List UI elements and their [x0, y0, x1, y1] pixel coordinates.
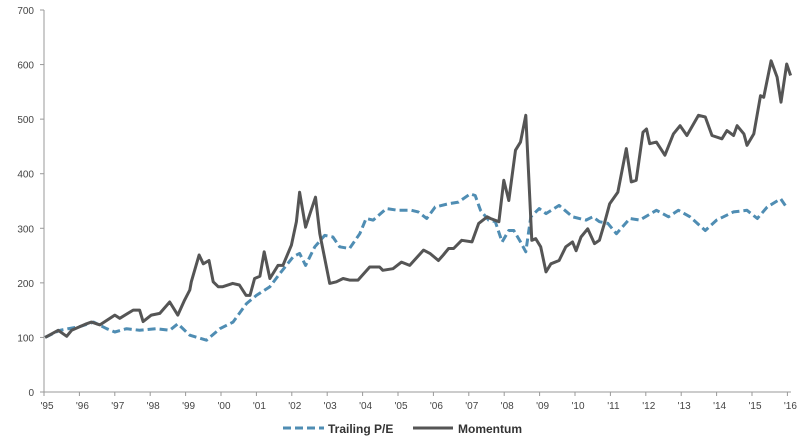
- x-tick-label: '12: [642, 401, 655, 412]
- x-tick-label: '00: [217, 401, 230, 412]
- series-line-trailing-p-e: [44, 192, 789, 342]
- x-tick-label: '97: [111, 401, 124, 412]
- y-tick-label: 500: [17, 115, 34, 126]
- y-tick-label: 0: [28, 388, 34, 399]
- x-tick-label: '15: [748, 401, 761, 412]
- x-tick-label: '06: [430, 401, 443, 412]
- x-tick-label: '13: [678, 401, 691, 412]
- x-tick-label: '95: [40, 401, 53, 412]
- x-tick-label: '09: [536, 401, 549, 412]
- y-tick-label: 300: [17, 224, 34, 235]
- legend-label-momentum: Momentum: [458, 422, 522, 436]
- x-tick-label: '16: [784, 401, 797, 412]
- x-tick-label: '99: [182, 401, 195, 412]
- x-tick-label: '05: [394, 401, 407, 412]
- legend: Trailing P/E Momentum: [283, 422, 522, 436]
- x-tick-label: '03: [324, 401, 337, 412]
- y-tick-label: 700: [17, 6, 34, 17]
- y-axis: 0 100 200 300 400 500 600 700: [17, 6, 45, 399]
- x-tick-label: '96: [76, 401, 89, 412]
- x-tick-label: '02: [288, 401, 301, 412]
- y-tick-label: 600: [17, 61, 34, 72]
- y-tick-label: 400: [17, 170, 34, 181]
- x-tick-label: '14: [713, 401, 726, 412]
- x-tick-label: '08: [501, 401, 514, 412]
- y-tick-label: 200: [17, 279, 34, 290]
- x-tick-label: '04: [359, 401, 372, 412]
- x-tick-label: '01: [253, 401, 266, 412]
- x-tick-label: '07: [465, 401, 478, 412]
- series-line-momentum: [44, 59, 793, 339]
- x-axis: '95 '96 '97 '98 '99 '00 '01 '02 '03 '04 '05 '06 '07 '…: [40, 391, 797, 412]
- x-tick-label: '10: [571, 401, 584, 412]
- x-tick-label: '11: [607, 401, 620, 412]
- plot-area: [44, 59, 793, 342]
- y-tick-label: 100: [17, 333, 34, 344]
- x-tick-label: '98: [147, 401, 160, 412]
- legend-label-trailing-pe: Trailing P/E: [328, 422, 393, 436]
